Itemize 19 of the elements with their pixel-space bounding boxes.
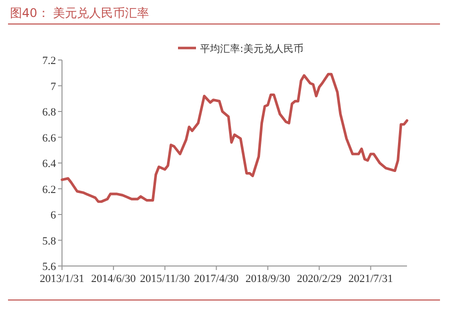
y-tick-label: 7.2 (42, 55, 56, 67)
y-tick-label: 6 (50, 210, 56, 222)
y-tick-label: 5.6 (42, 261, 56, 273)
x-tick-label: 2014/6/30 (91, 273, 136, 285)
y-tick-label: 6.2 (42, 184, 56, 196)
y-tick-label: 6.8 (42, 106, 56, 118)
line-series (60, 72, 408, 203)
chart-title: 图40： 美元兑人民币汇率 (10, 6, 150, 20)
y-tick-label: 5.8 (42, 235, 56, 248)
y-tick-label: 7 (50, 80, 56, 93)
x-tick-label: 2018/9/30 (245, 273, 291, 285)
legend-label: 平均汇率:美元兑人民币 (200, 43, 304, 55)
y-tick-label: 6.6 (42, 132, 56, 144)
x-tick-label: 2017/4/30 (194, 273, 240, 285)
x-tick-label: 2013/1/31 (40, 273, 84, 285)
y-tick-label: 6.4 (42, 158, 56, 170)
x-tick-label: 2021/7/31 (348, 273, 393, 285)
x-tick-label: 2020/2/29 (296, 273, 342, 285)
x-tick-label: 2015/11/30 (140, 273, 190, 285)
